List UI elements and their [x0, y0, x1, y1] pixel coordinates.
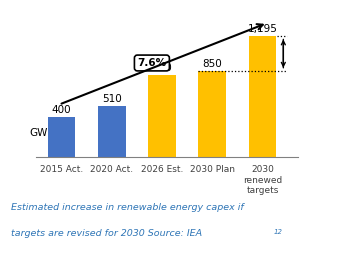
Bar	[48, 117, 75, 157]
Text: Estimated increase in renewable energy capex if: Estimated increase in renewable energy c…	[11, 203, 244, 212]
Text: 810: 810	[152, 63, 172, 73]
Text: 12: 12	[274, 229, 283, 235]
Text: targets are revised for 2030 Source: IEA: targets are revised for 2030 Source: IEA	[11, 229, 202, 237]
Text: 510: 510	[102, 94, 122, 104]
Text: 850: 850	[202, 59, 222, 69]
Bar	[249, 36, 276, 157]
Bar	[199, 71, 226, 157]
Text: 400: 400	[52, 105, 71, 115]
Bar	[98, 106, 126, 157]
Text: +41%: +41%	[0, 253, 1, 254]
Text: 1,195: 1,195	[248, 24, 277, 34]
Text: 7.6%: 7.6%	[137, 58, 167, 68]
Bar	[148, 75, 176, 157]
Text: GW: GW	[29, 128, 48, 138]
